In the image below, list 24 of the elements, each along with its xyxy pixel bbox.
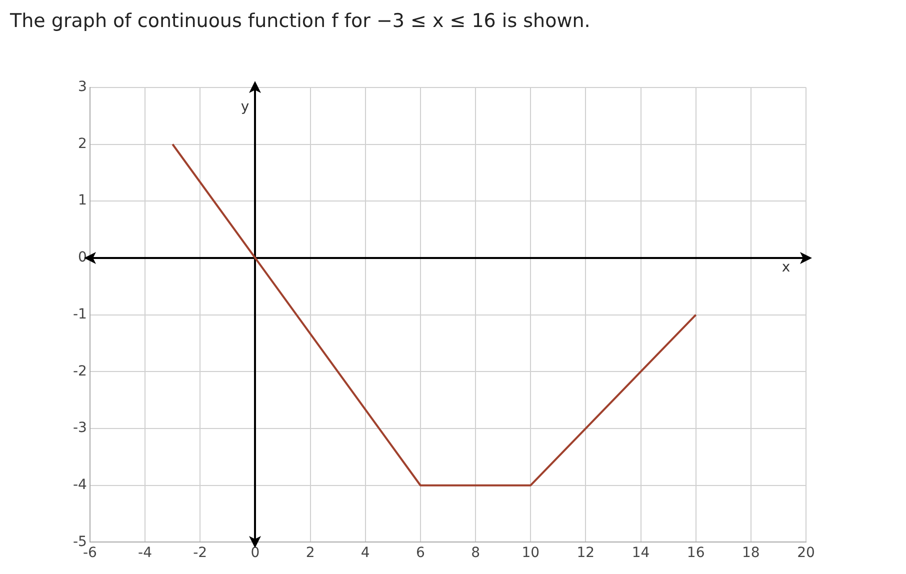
x-tick-label: -2 bbox=[193, 545, 208, 562]
x-tick-label: 0 bbox=[250, 545, 260, 562]
x-tick-label: 16 bbox=[686, 545, 705, 562]
y-tick-label: 0 bbox=[78, 250, 87, 266]
x-tick-label: 10 bbox=[522, 545, 540, 562]
y-tick-label: -3 bbox=[72, 420, 87, 436]
x-tick-label: 8 bbox=[471, 545, 480, 562]
y-tick-label: -4 bbox=[72, 476, 88, 493]
x-tick-label: 14 bbox=[632, 545, 650, 562]
x-tick-label: 2 bbox=[306, 545, 315, 562]
y-tick-label: -1 bbox=[72, 306, 87, 322]
x-tick-label: 4 bbox=[360, 545, 370, 562]
x-tick-label: 18 bbox=[742, 545, 760, 562]
x-tick-label: 12 bbox=[576, 545, 595, 562]
y-tick-label: -2 bbox=[72, 363, 87, 380]
y-tick-label: 2 bbox=[78, 136, 87, 152]
chart-title: The graph of continuous function f for −3 ≤ x ≤ 16 is shown. bbox=[10, 10, 590, 32]
y-tick-label: 3 bbox=[78, 79, 87, 96]
y-tick-label: 1 bbox=[78, 192, 87, 209]
x-tick-label: 6 bbox=[416, 545, 425, 562]
x-tick-label: -4 bbox=[138, 545, 152, 562]
x-axis-title: x bbox=[782, 260, 790, 276]
x-tick-label: 20 bbox=[797, 545, 815, 562]
y-axis-title: y bbox=[240, 99, 250, 116]
